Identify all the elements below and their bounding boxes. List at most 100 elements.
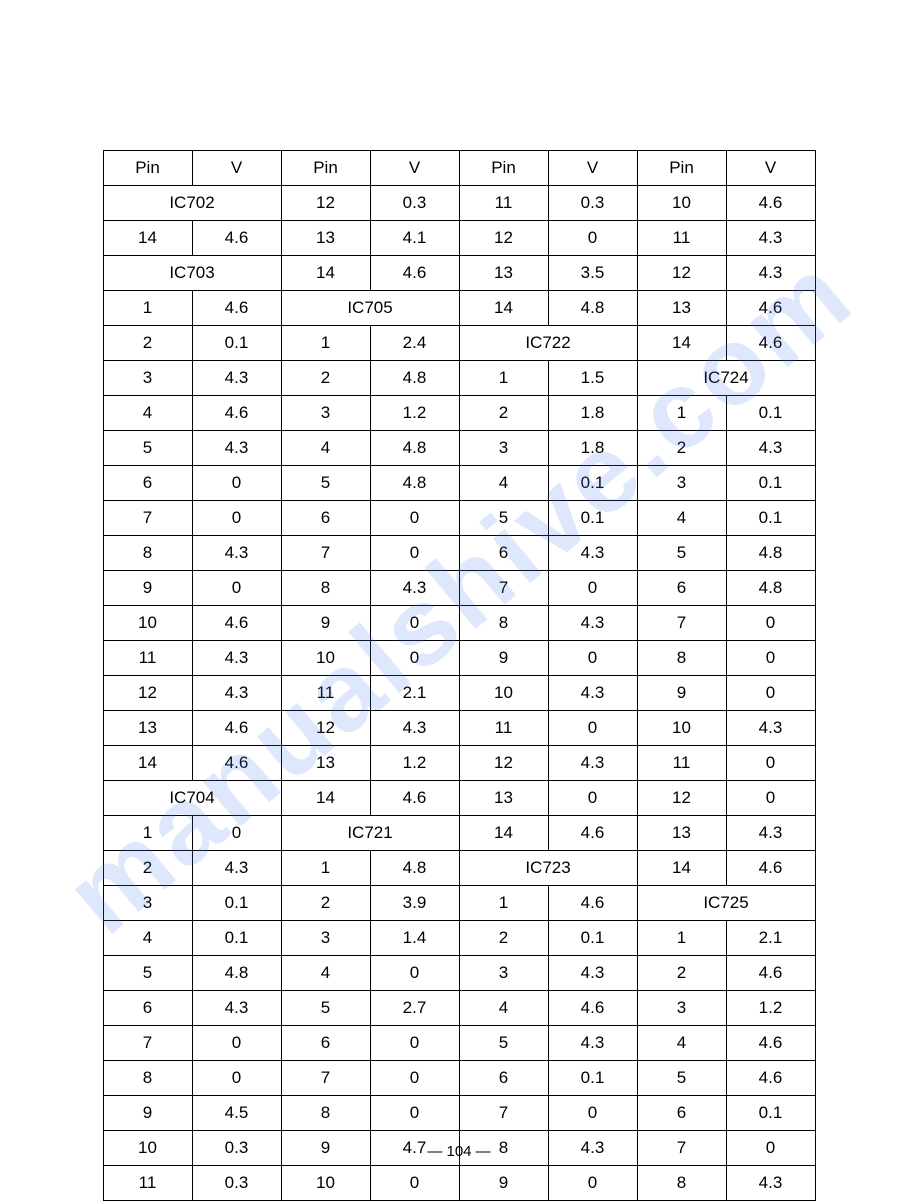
cell: 3 <box>103 361 192 396</box>
cell: 10 <box>281 1166 370 1201</box>
cell: 7 <box>103 1026 192 1061</box>
cell: 8 <box>281 571 370 606</box>
cell: 13 <box>281 221 370 256</box>
cell: 13 <box>637 291 726 326</box>
table-row: 706054.344.6 <box>103 1026 815 1061</box>
cell: 0 <box>370 641 459 676</box>
cell: 12 <box>281 186 370 221</box>
cell: 4.3 <box>548 676 637 711</box>
cell: 13 <box>637 816 726 851</box>
cell: 0 <box>370 501 459 536</box>
cell: 9 <box>281 606 370 641</box>
cell: 13 <box>459 781 548 816</box>
cell: 11 <box>637 746 726 781</box>
cell: 10 <box>103 606 192 641</box>
cell: 14 <box>281 781 370 816</box>
table-row: 144.6131.2124.3110 <box>103 746 815 781</box>
cell: IC721 <box>281 816 459 851</box>
cell: 3 <box>637 466 726 501</box>
cell: 4.5 <box>192 1096 281 1131</box>
cell: 10 <box>459 676 548 711</box>
cell: 0.1 <box>548 1061 637 1096</box>
table-row: 24.314.8IC723144.6 <box>103 851 815 886</box>
cell: 4.1 <box>370 221 459 256</box>
cell: 0.3 <box>548 186 637 221</box>
cell: 4 <box>281 956 370 991</box>
cell: 1 <box>103 291 192 326</box>
cell: 2 <box>281 361 370 396</box>
cell: 12 <box>459 221 548 256</box>
cell: 4.6 <box>370 256 459 291</box>
cell: 4 <box>103 396 192 431</box>
cell: 4.6 <box>548 816 637 851</box>
cell: 2 <box>103 851 192 886</box>
cell: 0.3 <box>370 186 459 221</box>
cell: 5 <box>637 1061 726 1096</box>
cell: 14 <box>459 816 548 851</box>
cell: 4 <box>281 431 370 466</box>
cell: 4.6 <box>548 886 637 921</box>
cell: 6 <box>459 1061 548 1096</box>
cell: 9 <box>459 1166 548 1201</box>
page-number: — 104 — <box>0 1143 918 1160</box>
cell: 4.8 <box>370 361 459 396</box>
cell: 14 <box>459 291 548 326</box>
cell: 0.1 <box>548 921 637 956</box>
cell: 5 <box>103 956 192 991</box>
table-row: 20.112.4IC722144.6 <box>103 326 815 361</box>
cell: 7 <box>281 536 370 571</box>
cell: 0 <box>726 781 815 816</box>
cell: 3 <box>281 396 370 431</box>
cell: 4 <box>637 1026 726 1061</box>
cell: 4 <box>459 466 548 501</box>
cell: 4.3 <box>726 221 815 256</box>
cell: 1.2 <box>726 991 815 1026</box>
cell: IC705 <box>281 291 459 326</box>
cell: 11 <box>103 1166 192 1201</box>
table-row: 54.344.831.824.3 <box>103 431 815 466</box>
cell: 5 <box>459 1026 548 1061</box>
cell: 0 <box>370 1061 459 1096</box>
cell: 1 <box>281 851 370 886</box>
cell: 2 <box>103 326 192 361</box>
page: manualshive.com PinVPinVPinVPinVIC702120… <box>0 0 918 1188</box>
cell: 0 <box>192 501 281 536</box>
cell: 9 <box>459 641 548 676</box>
table-row: 114.31009080 <box>103 641 815 676</box>
cell: 4.3 <box>192 361 281 396</box>
cell: 4.8 <box>726 571 815 606</box>
cell: 3.5 <box>548 256 637 291</box>
cell: 4.6 <box>192 396 281 431</box>
cell: 4.8 <box>370 466 459 501</box>
cell: 3 <box>459 956 548 991</box>
cell: 4.3 <box>192 851 281 886</box>
col-header: Pin <box>459 151 548 186</box>
cell: IC702 <box>103 186 281 221</box>
cell: 4.3 <box>192 641 281 676</box>
cell: 0 <box>548 571 637 606</box>
cell: 12 <box>637 256 726 291</box>
cell: 0.1 <box>548 466 637 501</box>
cell: 0 <box>548 1096 637 1131</box>
cell: 4 <box>637 501 726 536</box>
table-row: 104.69084.370 <box>103 606 815 641</box>
cell: 2 <box>459 396 548 431</box>
table-row: 40.131.420.112.1 <box>103 921 815 956</box>
cell: 0 <box>370 1096 459 1131</box>
col-header: Pin <box>281 151 370 186</box>
cell: 1 <box>459 886 548 921</box>
table-row: IC702120.3110.3104.6 <box>103 186 815 221</box>
cell: 8 <box>637 1166 726 1201</box>
cell: 10 <box>281 641 370 676</box>
table-row: 14.6IC705144.8134.6 <box>103 291 815 326</box>
cell: IC723 <box>459 851 637 886</box>
cell: 0 <box>548 221 637 256</box>
cell: 6 <box>281 1026 370 1061</box>
cell: 6 <box>281 501 370 536</box>
cell: 1 <box>637 396 726 431</box>
cell: 5 <box>281 466 370 501</box>
cell: 0 <box>548 641 637 676</box>
cell: 4.8 <box>192 956 281 991</box>
table-row: 30.123.914.6IC725 <box>103 886 815 921</box>
cell: 4.6 <box>726 186 815 221</box>
